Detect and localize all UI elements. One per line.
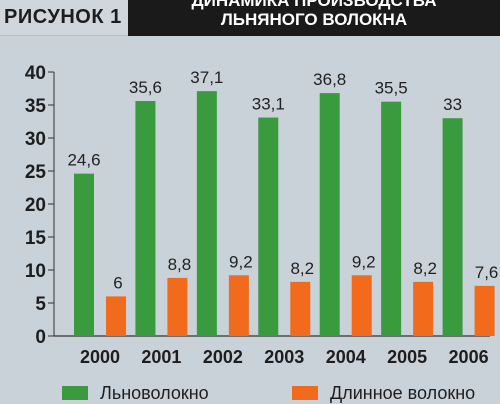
chart-title-line-1: ДИНАМИКА ПРОИЗВОДСТВА: [191, 0, 437, 10]
bar-series-1: [319, 93, 340, 337]
legend-label-series-1: Льноволокно: [100, 383, 209, 403]
y-tick-label: 5: [35, 294, 46, 315]
bar-chart: 0 5 10 15 20 25 30 35 40 24,6 6 2000 35,6 8,8 2001 37,1…: [25, 63, 499, 367]
y-tick-label: 0: [35, 327, 46, 348]
bar-series-1: [381, 101, 402, 336]
bar-series-1: [258, 117, 279, 336]
x-tick-label: 2000: [80, 347, 120, 367]
data-label-series-2: 7,6: [475, 263, 499, 282]
y-tick-label: 15: [25, 228, 47, 249]
figure-label: РИСУНОК 1: [0, 0, 128, 36]
y-tick-label: 20: [25, 195, 46, 216]
data-label-series-2: 8,2: [290, 259, 314, 278]
data-label-series-1: 37,1: [190, 68, 223, 87]
x-tick-label: 2001: [141, 347, 181, 367]
data-label-series-1: 35,5: [375, 79, 408, 98]
bar-series-2: [106, 296, 126, 336]
x-tick-label: 2004: [326, 347, 366, 367]
y-tick-label: 10: [25, 261, 46, 282]
data-label-series-2: 9,2: [352, 252, 376, 271]
chart-title-line-2: ЛЬНЯНОГО ВОЛОКНА: [220, 10, 408, 29]
bar-series-2: [167, 277, 188, 336]
data-label-series-2: 8,2: [413, 259, 437, 278]
bar-series-1: [442, 118, 463, 336]
bar-series-2: [351, 275, 372, 336]
x-tick-label: 2002: [203, 347, 243, 367]
bar-series-2: [474, 285, 495, 336]
bar-series-1: [135, 101, 156, 336]
data-label-series-1: 35,6: [129, 78, 162, 97]
bar-series-2: [413, 281, 434, 336]
y-tick-label: 30: [25, 129, 46, 150]
legend-label-series-2: Длинное волокно: [330, 383, 476, 403]
data-label-series-1: 33,1: [252, 95, 285, 114]
data-label-series-1: 36,8: [313, 70, 346, 89]
bar-series-2: [228, 275, 249, 336]
data-label-series-1: 24,6: [67, 151, 100, 170]
data-label-series-2: 8,8: [168, 255, 192, 274]
x-tick-label: 2006: [449, 347, 489, 367]
x-tick-label: 2003: [264, 347, 304, 367]
bar-series-1: [196, 91, 217, 336]
legend-swatch-series-1: [62, 386, 88, 400]
legend: Льноволокно Длинное волокно: [0, 383, 500, 403]
data-label-series-2: 6: [113, 273, 122, 292]
legend-swatch-series-2: [292, 386, 318, 400]
data-label-series-2: 9,2: [229, 252, 253, 271]
y-tick-label: 25: [25, 162, 47, 183]
x-tick-label: 2005: [387, 347, 427, 367]
y-tick-label: 35: [25, 96, 47, 117]
bar-series-1: [74, 173, 94, 336]
y-tick-label: 40: [25, 63, 46, 84]
chart-title: ДИНАМИКА ПРОИЗВОДСТВА ЛЬНЯНОГО ВОЛОКНА: [128, 0, 500, 36]
bar-series-2: [290, 281, 311, 336]
data-label-series-1: 33: [443, 95, 462, 114]
